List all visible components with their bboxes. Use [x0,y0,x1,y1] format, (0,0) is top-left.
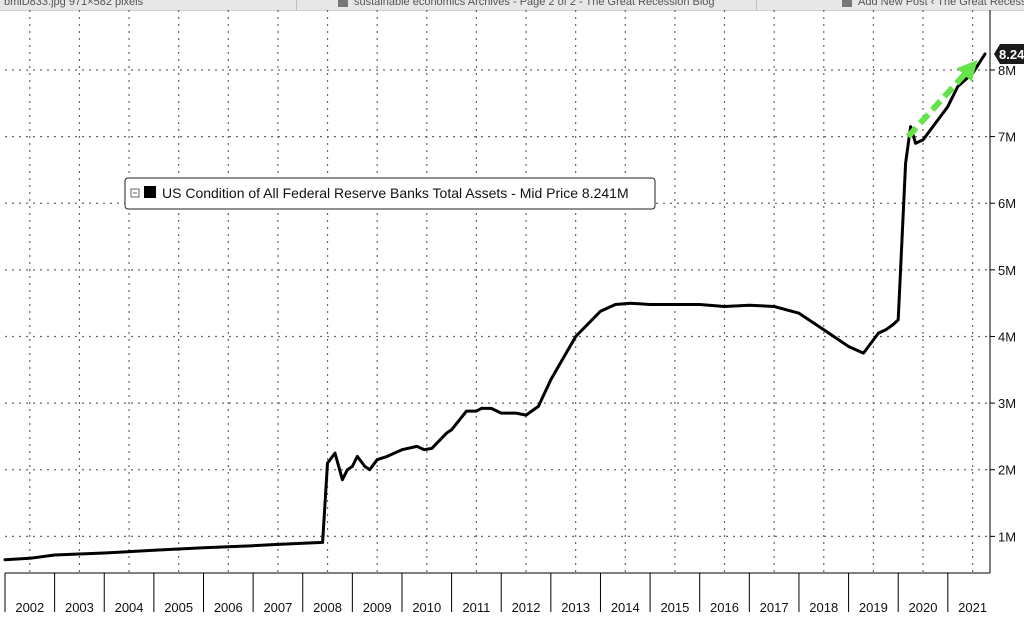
x-tick-label: 2011 [462,600,490,615]
x-tick-label: 2003 [65,600,94,615]
last-value-label: 8.24 [999,47,1024,62]
annotation-arrow-shaft [905,72,967,139]
series-line [3,52,987,562]
y-axis-ticks: 1M 2M 3M 4M 5M 6M 7M 8M [990,63,1016,544]
annotation-arrow-head [956,60,978,82]
y-tick-label: 5M [998,263,1016,278]
tab-label: sustainable economics Archives - Page 2 … [354,0,715,8]
x-tick-label: 2019 [859,600,888,615]
browser-tab[interactable]: Add New Post ‹ The Great Recessi [842,0,1024,10]
x-tick-label: 2002 [15,600,44,615]
x-tick-label: 2009 [363,600,392,615]
x-axis-ticks: 2002 2003 2004 2005 2006 2007 2008 2009 2010 2011… [4,573,987,615]
chart-axes [5,10,991,574]
tab-separator [296,0,297,10]
x-tick-label: 2004 [115,600,144,615]
x-tick-label: 2018 [809,600,838,615]
legend-label: US Condition of All Federal Reserve Bank… [162,185,629,201]
legend-box [124,177,656,210]
x-tick-label: 2020 [909,600,938,615]
x-tick-label: 2014 [611,600,640,615]
legend: US Condition of All Federal Reserve Bank… [124,177,656,210]
y-tick-label: 7M [998,130,1016,145]
x-tick-label: 2012 [512,600,541,615]
last-value-badge: 8.24 [994,43,1024,64]
y-tick-label: 6M [998,196,1016,211]
x-tick-label: 2016 [710,600,739,615]
series-layer [3,52,987,562]
x-tick-label: 2015 [660,600,689,615]
tab-label: Add New Post ‹ The Great Recessi [858,0,1024,8]
page-favicon-icon [842,0,852,8]
browser-tab[interactable]: bmiD833.jpg 971×582 pixels [4,0,143,10]
y-tick-label: 8M [998,63,1016,78]
x-tick-label: 2021 [958,600,987,615]
browser-tab[interactable]: sustainable economics Archives - Page 2 … [338,0,715,10]
x-tick-label: 2006 [214,600,243,615]
x-tick-label: 2007 [263,600,292,615]
y-tick-label: 4M [998,329,1016,344]
x-tick-label: 2013 [561,600,590,615]
x-tick-label: 2010 [412,600,441,615]
page-favicon-icon [338,0,348,8]
x-tick-label: 2008 [313,600,342,615]
chart-grid [5,10,990,573]
tab-label: bmiD833.jpg 971×582 pixels [4,0,144,8]
y-tick-label: 1M [998,529,1016,544]
y-tick-label: 3M [998,396,1016,411]
x-tick-label: 2017 [760,600,789,615]
last-value-badge-shape [994,43,1024,64]
x-tick-label: 2005 [164,600,193,615]
y-tick-label: 2M [998,463,1016,478]
legend-swatch [144,186,156,198]
browser-tab-bar: bmiD833.jpg 971×582 pixels sustainable e… [0,0,1024,11]
annotation-layer [905,60,978,139]
tab-separator [756,0,757,10]
